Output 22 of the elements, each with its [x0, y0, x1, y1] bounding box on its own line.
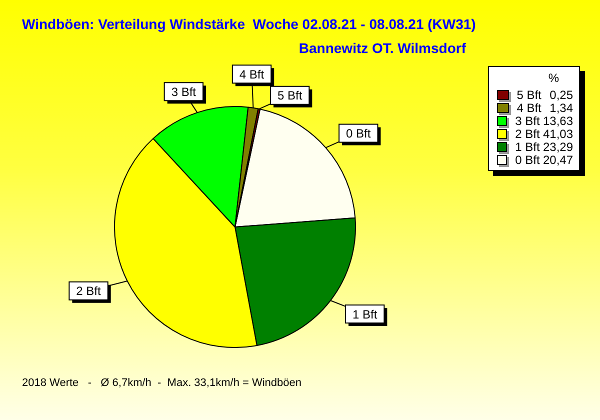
- data-label: 20,47: [542, 152, 573, 166]
- legend-label: 4 Bft: [516, 100, 542, 114]
- data-label: 41,03: [542, 126, 573, 140]
- slice-label: 1 Bft: [352, 307, 378, 322]
- slice-label: 2 Bft: [76, 284, 102, 298]
- slice-label: 3 Bft: [171, 84, 197, 99]
- slice-label: 5 Bft: [277, 88, 303, 103]
- legend-label: 1 Bft: [515, 140, 541, 154]
- legend-label: 0 Bft: [515, 152, 541, 166]
- data-label: 13,63: [542, 114, 573, 128]
- chart-subtitle: Bannewitz OT. Wilmsdorf: [298, 40, 466, 56]
- data-label: 23,29: [542, 140, 573, 154]
- legend-label: 5 Bft: [516, 88, 542, 102]
- slice-label: 4 Bft: [239, 67, 265, 82]
- slice-label: 0 Bft: [346, 126, 372, 141]
- legend-title: %: [547, 71, 560, 85]
- data-label: 1,34: [550, 100, 573, 114]
- legend-label: 2 Bft: [515, 126, 541, 140]
- data-label: 0,25: [550, 88, 573, 102]
- chart-title: Windböen: Verteilung Windstärke Woche 02.08.21 - 08.08.21 (KW31): [22, 16, 476, 32]
- legend-label: 3 Bft: [515, 114, 541, 128]
- text: 2018 Werte - Ø 6,7km/h - Max. 33,1km/h = Windböen: [22, 377, 302, 389]
